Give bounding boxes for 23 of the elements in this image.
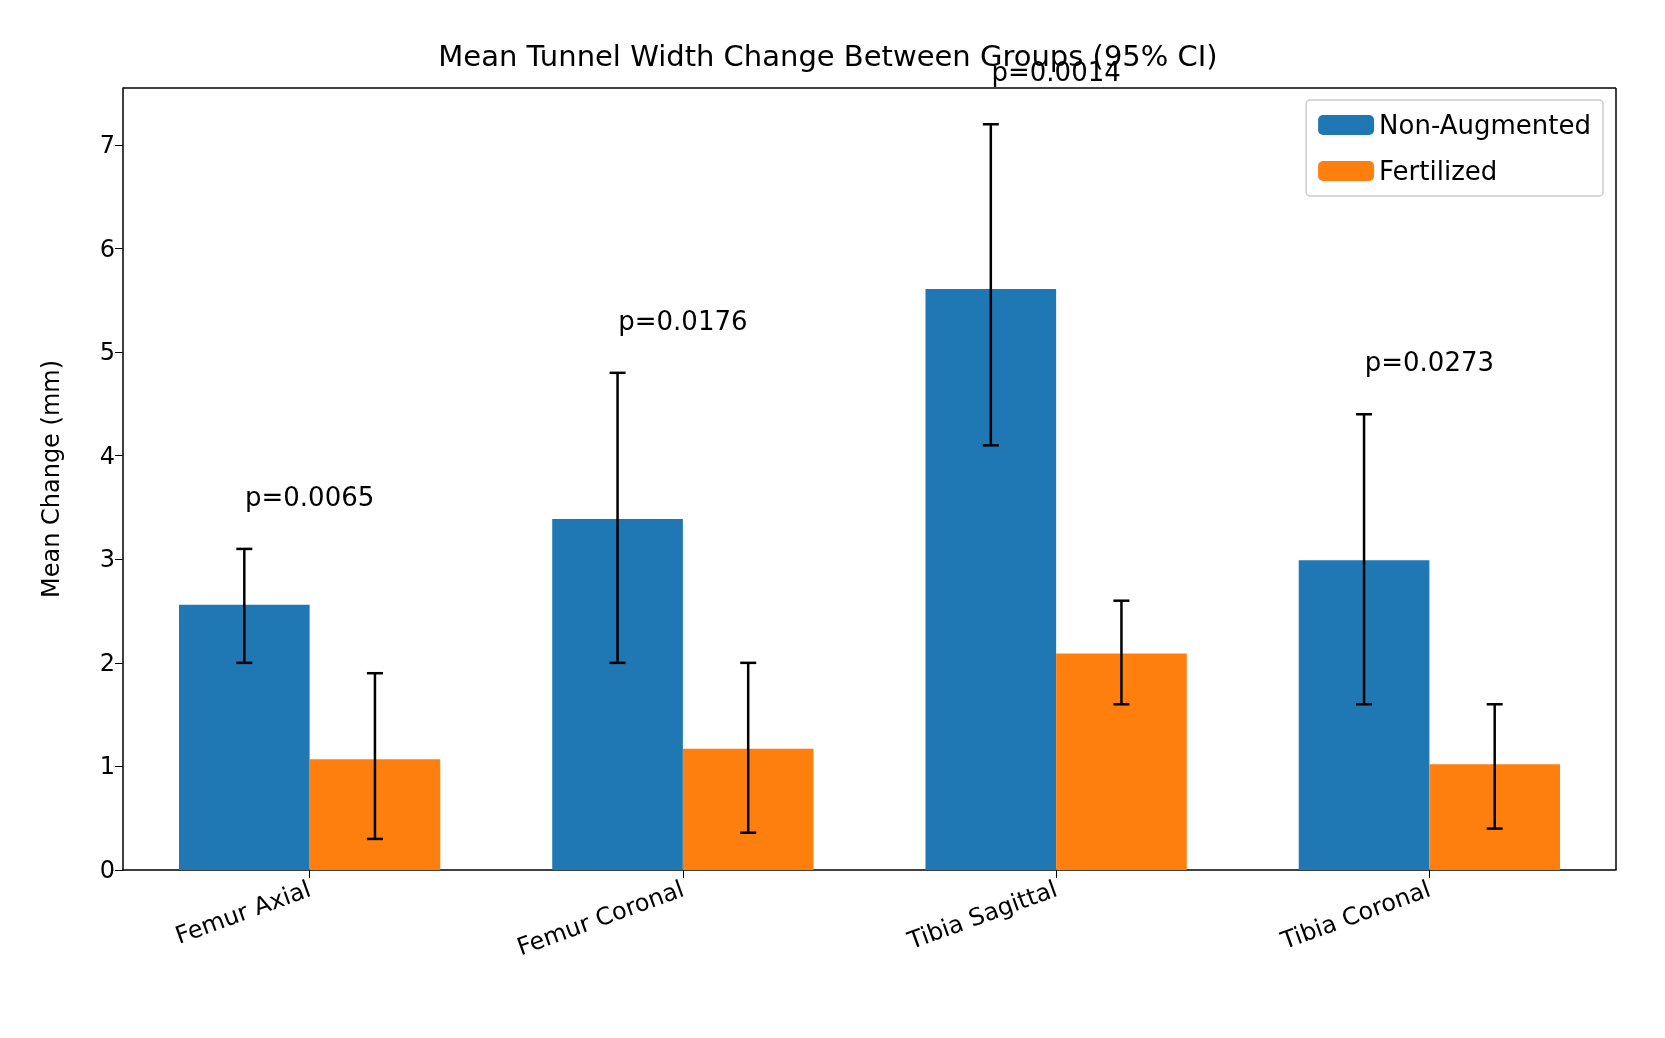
legend-label: Non-Augmented — [1379, 110, 1592, 140]
y-tick-label: 6 — [99, 234, 115, 263]
x-tick-label: Femur Axial — [171, 874, 315, 950]
y-tick-label: 7 — [99, 130, 115, 159]
bar — [682, 748, 814, 870]
annotation: p=0.0273 — [1364, 347, 1495, 378]
bar — [178, 604, 310, 870]
y-tick-label: 5 — [99, 338, 115, 367]
annotation: p=0.0176 — [618, 306, 748, 337]
legend-label: Fertilized — [1379, 156, 1498, 186]
y-tick-label: 1 — [99, 752, 115, 781]
y-axis-title: Mean Change (mm) — [37, 359, 65, 599]
y-tick-label: 3 — [99, 545, 115, 574]
bar — [552, 518, 683, 870]
bar — [1056, 653, 1187, 870]
bar — [309, 759, 441, 870]
bar — [1298, 560, 1430, 870]
y-tick-label: 4 — [99, 441, 115, 470]
y-tick-label: 2 — [99, 648, 115, 677]
bar — [925, 288, 1057, 870]
annotation: p=0.0065 — [244, 482, 375, 513]
bar — [1429, 764, 1561, 870]
y-tick-label: 0 — [99, 856, 115, 884]
